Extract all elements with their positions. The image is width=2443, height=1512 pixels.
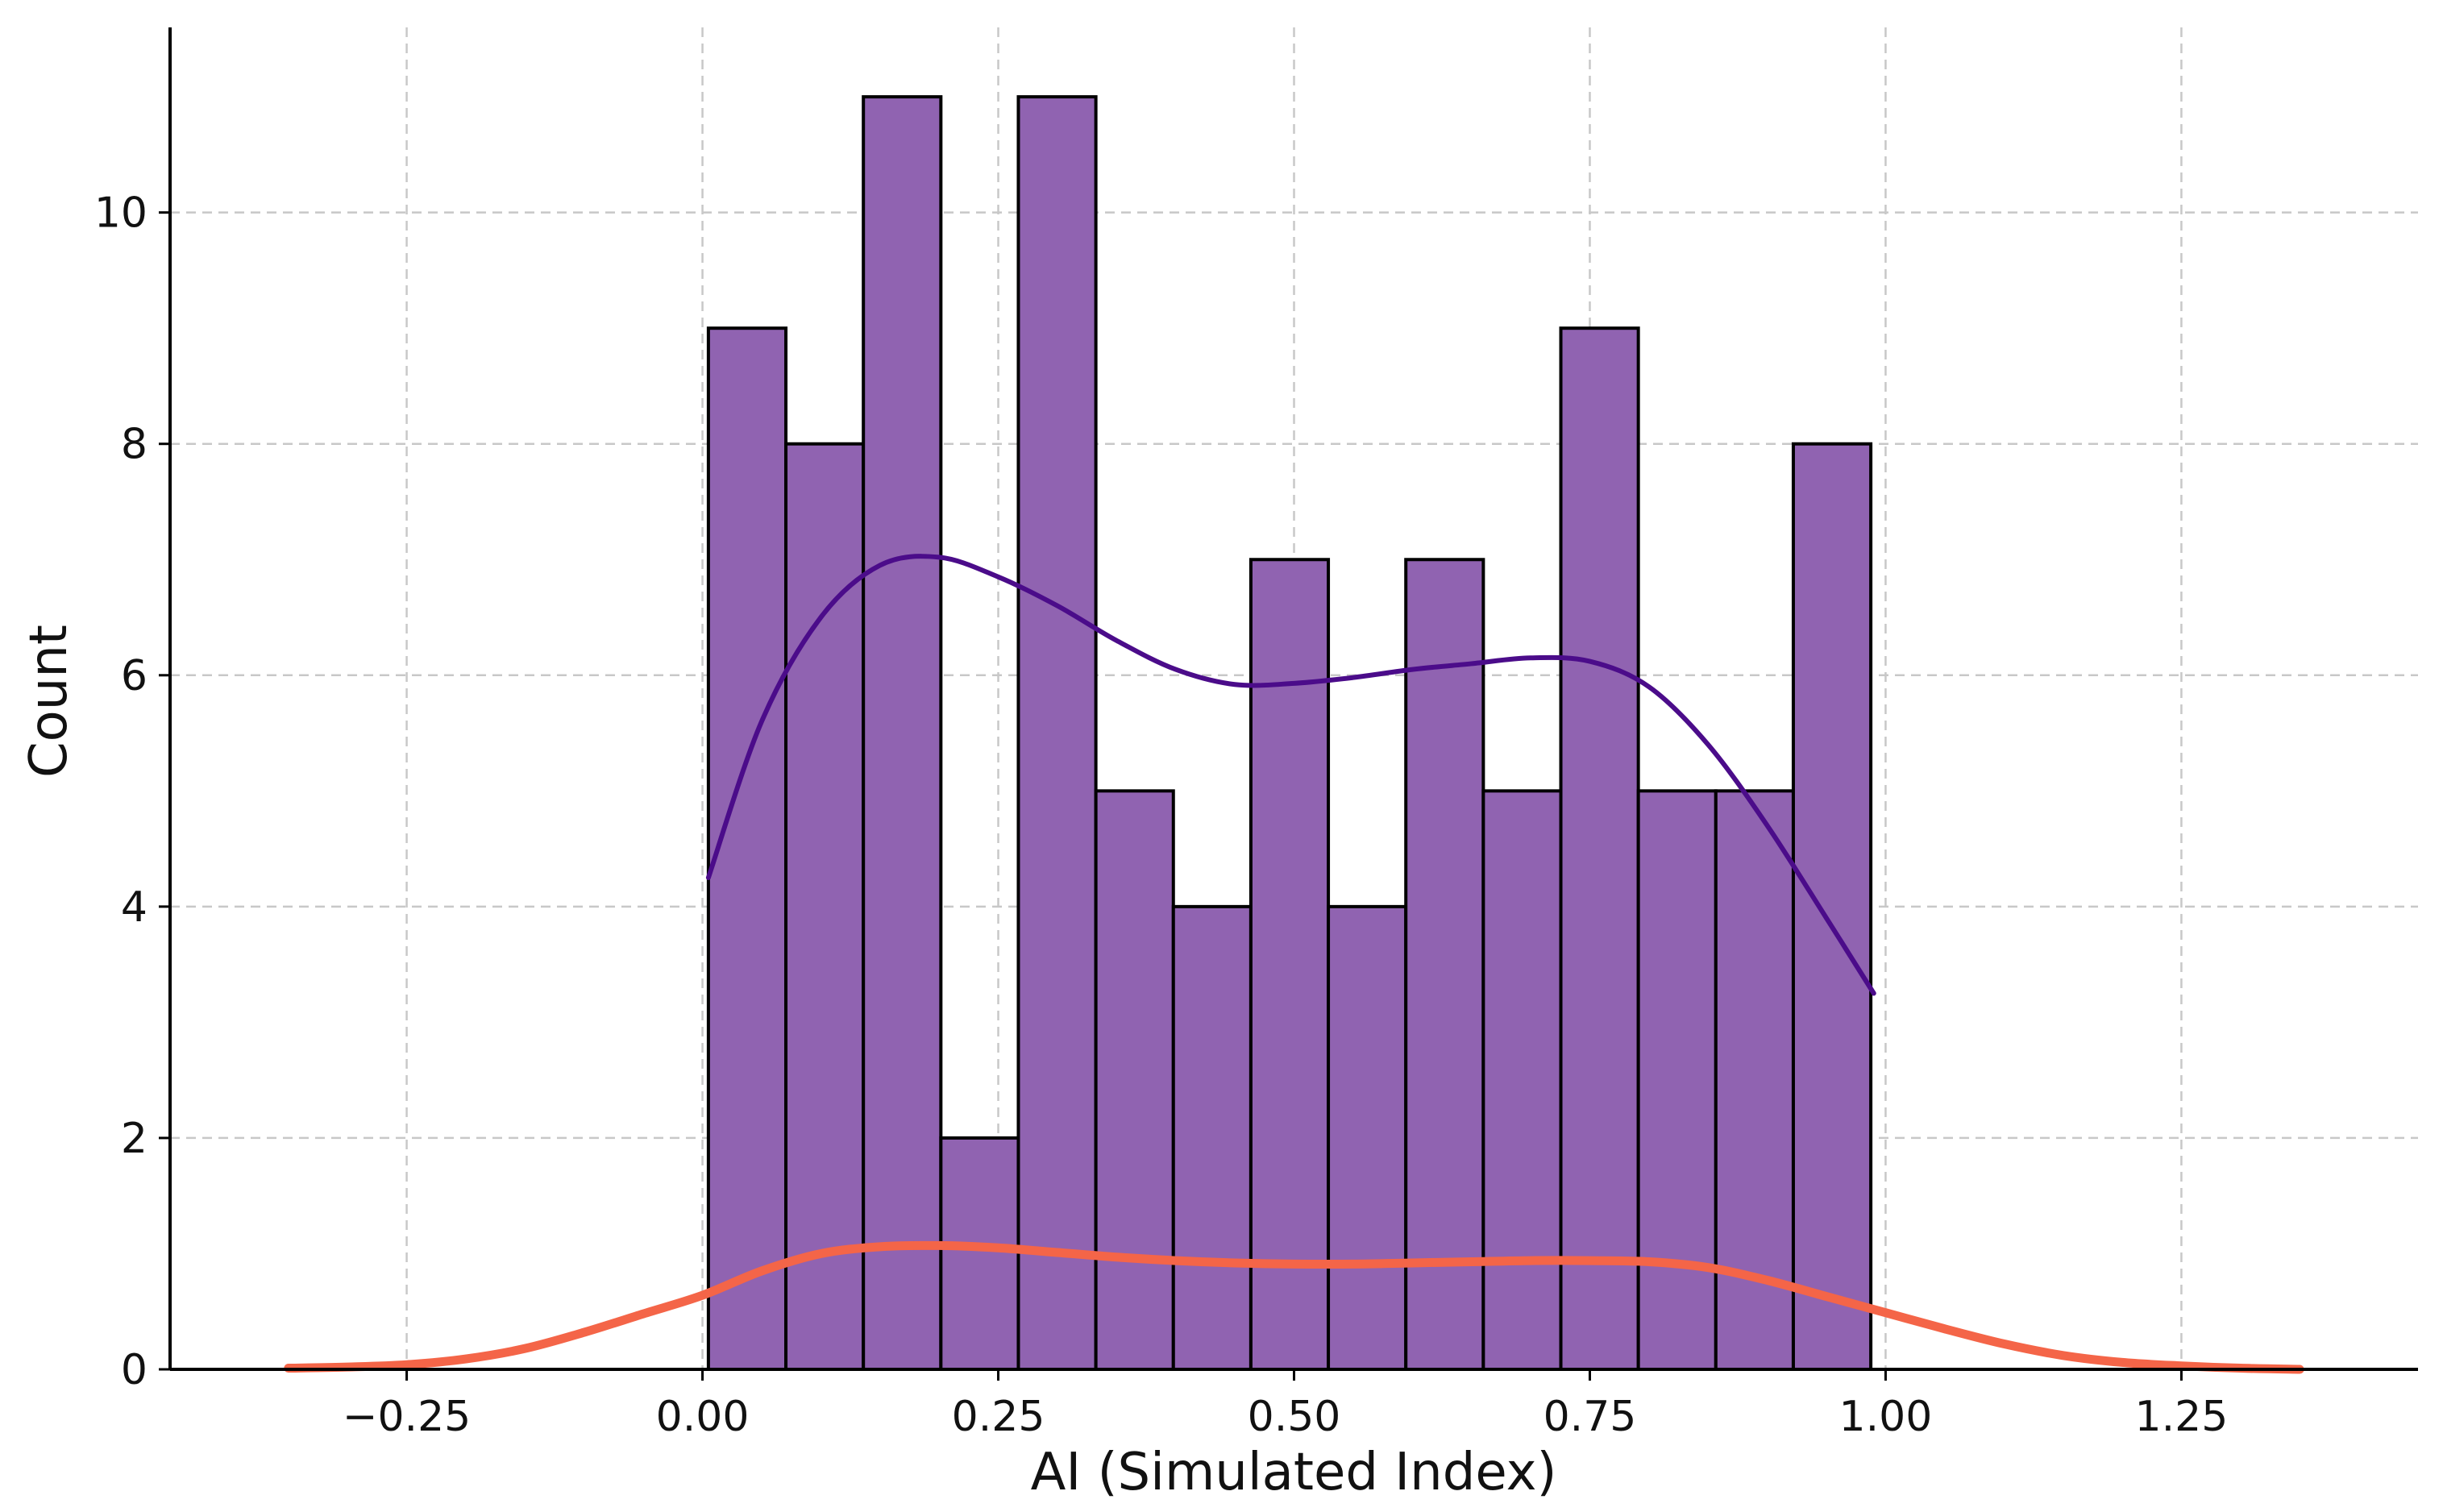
histogram-bar-4 bbox=[1016, 95, 1098, 1371]
y-tick-label: 0 bbox=[121, 1346, 147, 1394]
histogram-bar-12 bbox=[1636, 789, 1718, 1371]
y-tick-label: 2 bbox=[121, 1115, 147, 1163]
tick-labels: −0.25 0.00 0.25 0.50 0.75 1.00 1.25 0 2 4 6 8 10 bbox=[94, 189, 2228, 1441]
y-tick-label: 4 bbox=[121, 883, 147, 932]
x-tick-label: 1.00 bbox=[1839, 1393, 1933, 1441]
axes bbox=[159, 27, 2418, 1381]
kde-curve-line bbox=[705, 554, 1876, 996]
kde-lines bbox=[284, 554, 2304, 1374]
histogram-bar-8 bbox=[1327, 904, 1408, 1371]
x-tick-label: 0.25 bbox=[952, 1393, 1045, 1441]
histogram-bar-6 bbox=[1171, 904, 1253, 1371]
y-tick-label: 8 bbox=[121, 421, 147, 469]
histogram-bars bbox=[706, 95, 1873, 1371]
histogram-bar-3 bbox=[939, 1136, 1020, 1371]
histogram-bar-5 bbox=[1094, 789, 1175, 1371]
histogram-bar-14 bbox=[1791, 442, 1873, 1371]
x-tick-label: 1.25 bbox=[2135, 1393, 2229, 1441]
y-tick-label: 10 bbox=[94, 189, 147, 238]
x-tick-label: −0.25 bbox=[343, 1393, 471, 1441]
x-tick-label: 0.00 bbox=[656, 1393, 750, 1441]
y-tick-label: 6 bbox=[121, 652, 147, 700]
histogram-bar-2 bbox=[862, 95, 943, 1371]
density-curve-line bbox=[284, 1240, 2304, 1374]
histogram-bar-1 bbox=[784, 442, 866, 1371]
x-tick-label: 0.75 bbox=[1543, 1393, 1637, 1441]
histogram-bar-10 bbox=[1481, 789, 1563, 1371]
histogram-bar-9 bbox=[1404, 558, 1485, 1371]
y-axis-title: Count bbox=[19, 625, 79, 778]
histogram-bar-7 bbox=[1249, 558, 1331, 1371]
x-axis-title: AI (Simulated Index) bbox=[1031, 1443, 1557, 1502]
x-tick-label: 0.50 bbox=[1248, 1393, 1341, 1441]
histogram-bar-11 bbox=[1559, 326, 1640, 1371]
